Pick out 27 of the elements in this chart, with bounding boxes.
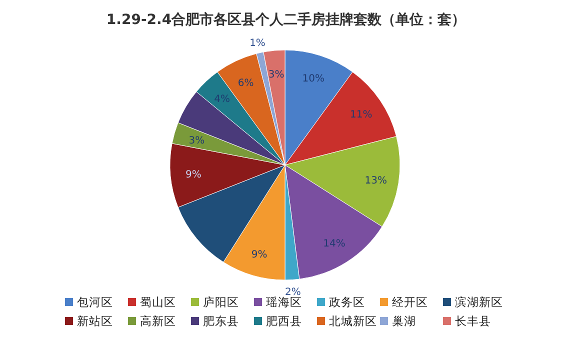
legend-label: 瑶海区 (266, 295, 302, 309)
legend-label: 长丰县 (455, 314, 491, 328)
data-label: 3% (188, 135, 205, 146)
data-label: 1% (250, 38, 266, 50)
legend-label: 庐阳区 (203, 295, 239, 309)
data-label: 6% (238, 78, 254, 89)
legend-label: 巢湖 (392, 314, 416, 328)
legend-label: 肥东县 (203, 314, 239, 328)
data-label: 2% (284, 286, 301, 298)
chart-title: 1.29-2.4合肥市各区县个人二手房挂牌套数（单位：套） (106, 11, 466, 28)
legend-label: 滨湖新区 (455, 295, 503, 309)
data-label: 4% (214, 94, 230, 105)
legend-label: 经开区 (392, 295, 428, 309)
data-label: 9% (251, 249, 268, 260)
data-label: 10% (302, 74, 325, 85)
legend-label: 新站区 (77, 314, 113, 328)
legend-label: 北城新区 (329, 314, 377, 328)
data-label: 13% (364, 175, 387, 186)
legend-label: 包河区 (77, 295, 113, 309)
legend-label: 肥西县 (266, 314, 302, 328)
legend-label: 政务区 (329, 295, 365, 309)
data-label: 11% (350, 109, 372, 120)
data-label: 3% (268, 69, 284, 80)
legend-label: 蜀山区 (140, 295, 176, 309)
data-label: 9% (185, 170, 202, 181)
data-label: 14% (323, 238, 346, 250)
legend-label: 高新区 (140, 314, 176, 328)
